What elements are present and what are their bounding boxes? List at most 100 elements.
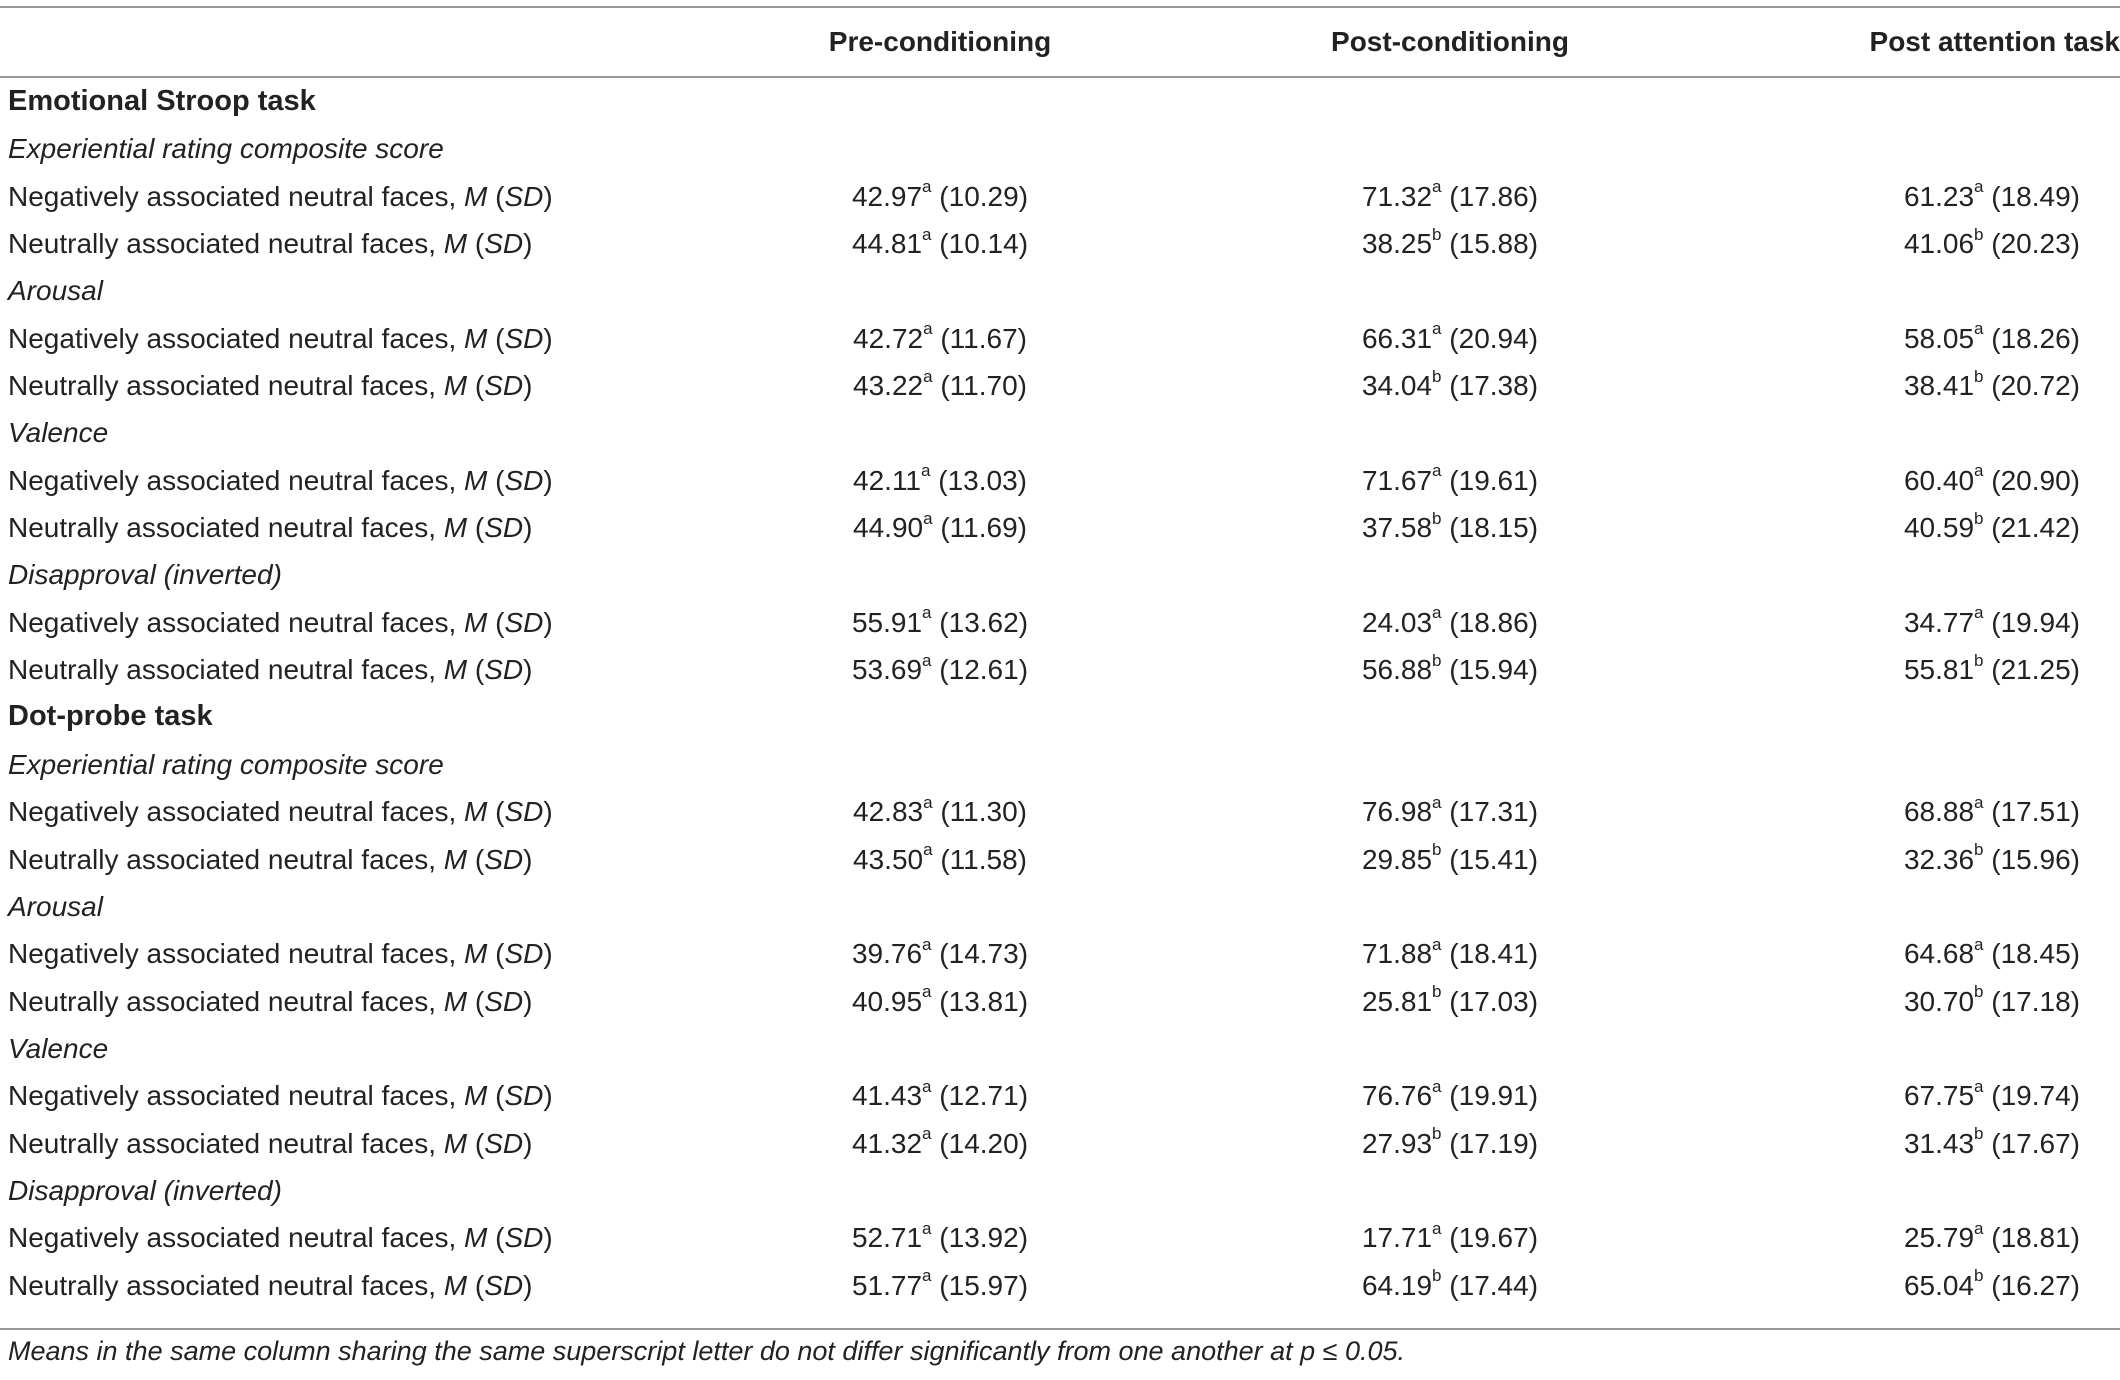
mean-symbol: M <box>464 464 488 496</box>
superscript-letter: a <box>1432 934 1442 954</box>
superscript-letter: a <box>1974 792 1984 812</box>
mean-value: 25.81 <box>1361 985 1433 1017</box>
group-title: Valence <box>8 1032 109 1064</box>
superscript-letter: a <box>923 792 933 812</box>
superscript-letter: a <box>1974 461 1984 481</box>
mean-value: 42.97 <box>851 180 923 212</box>
superscript-letter: a <box>1974 177 1984 197</box>
value-cell: 24.03a (18.86) <box>1160 599 1740 646</box>
superscript-letter: a <box>922 1218 932 1238</box>
sd-symbol: SD <box>484 654 524 686</box>
value-cell: 71.32a (17.86) <box>1160 173 1740 220</box>
mean-symbol: M <box>443 654 468 686</box>
superscript-letter: b <box>1432 1266 1442 1286</box>
sd-value: (15.96) <box>1991 843 2080 875</box>
mean-value: 37.58 <box>1361 512 1433 544</box>
group-title: Arousal <box>8 275 103 307</box>
sd-value: (19.67) <box>1449 1222 1539 1254</box>
sd-value: (11.67) <box>940 322 1027 354</box>
sd-symbol: SD <box>484 228 524 260</box>
mean-value: 58.05 <box>1903 322 1975 354</box>
table-row: Neutrally associated neutral faces, M (S… <box>0 836 2120 883</box>
paren-open: ( <box>467 370 485 402</box>
sd-symbol: SD <box>504 796 544 828</box>
mean-value: 40.59 <box>1903 512 1975 544</box>
mean-value: 34.04 <box>1361 370 1433 402</box>
mean-symbol: M <box>464 322 488 354</box>
sd-value: (17.18) <box>1991 985 2080 1017</box>
paren-close: ) <box>523 985 533 1017</box>
sd-value: (15.97) <box>939 1269 1029 1301</box>
value-cell: 43.22a (11.70) <box>720 362 1160 409</box>
sd-value: (15.88) <box>1449 228 1539 260</box>
row-label: Negatively associated neutral faces, M (… <box>0 788 720 835</box>
superscript-letter: a <box>1432 177 1442 197</box>
sd-value: (20.23) <box>1991 228 2080 260</box>
mean-value: 41.43 <box>851 1080 923 1112</box>
superscript-letter: b <box>1974 366 1984 386</box>
superscript-letter: a <box>1432 792 1442 812</box>
mean-value: 61.23 <box>1903 180 1975 212</box>
sd-value: (19.91) <box>1449 1080 1539 1112</box>
section-row: Dot-probe task <box>0 693 2120 740</box>
sd-symbol: SD <box>504 322 544 354</box>
group-row: Experiential rating composite score <box>0 741 2120 788</box>
paren-open: ( <box>467 654 485 686</box>
row-label: Neutrally associated neutral faces, M (S… <box>0 836 720 883</box>
mean-symbol: M <box>464 180 488 212</box>
mean-value: 41.32 <box>851 1127 923 1159</box>
sd-value: (18.81) <box>1991 1222 2080 1254</box>
mean-value: 71.67 <box>1361 464 1433 496</box>
mean-value: 55.91 <box>851 606 923 638</box>
value-cell: 41.32a (14.20) <box>720 1120 1160 1167</box>
superscript-letter: a <box>1432 1076 1442 1096</box>
mean-symbol: M <box>443 1269 468 1301</box>
mean-value: 51.77 <box>851 1269 923 1301</box>
mean-value: 24.03 <box>1361 606 1433 638</box>
sd-symbol: SD <box>484 512 524 544</box>
mean-symbol: M <box>443 843 468 875</box>
sd-value: (11.30) <box>940 796 1027 828</box>
mean-value: 76.98 <box>1361 796 1433 828</box>
paren-close: ) <box>523 228 533 260</box>
paren-close: ) <box>523 1269 533 1301</box>
mean-symbol: M <box>464 1222 488 1254</box>
sd-value: (15.41) <box>1449 843 1539 875</box>
bottom-rule <box>0 1328 2120 1330</box>
value-cell: 25.79a (18.81) <box>1740 1214 2120 1261</box>
paren-close: ) <box>543 322 553 354</box>
mean-value: 60.40 <box>1903 464 1975 496</box>
sd-value: (17.31) <box>1449 796 1539 828</box>
mean-symbol: M <box>443 370 468 402</box>
row-label-text: Negatively associated neutral faces, <box>8 464 465 496</box>
superscript-letter: a <box>922 1124 932 1144</box>
value-cell: 61.23a (18.49) <box>1740 173 2120 220</box>
table-row: Neutrally associated neutral faces, M (S… <box>0 1120 2120 1167</box>
mean-value: 43.22 <box>853 370 924 402</box>
row-label-text: Negatively associated neutral faces, <box>8 938 465 970</box>
mean-symbol: M <box>443 512 468 544</box>
value-cell: 66.31a (20.94) <box>1160 315 1740 362</box>
header-post-attention-task: Post attention task <box>1869 26 2120 57</box>
superscript-letter: a <box>923 319 933 339</box>
row-label: Negatively associated neutral faces, M (… <box>0 930 720 977</box>
mean-value: 65.04 <box>1903 1269 1975 1301</box>
sd-symbol: SD <box>504 464 544 496</box>
paren-open: ( <box>467 228 485 260</box>
mean-value: 68.88 <box>1903 796 1975 828</box>
header-rule <box>0 76 2120 78</box>
superscript-letter: b <box>1974 650 1984 670</box>
group-title: Experiential rating composite score <box>8 133 444 165</box>
mean-value: 52.71 <box>851 1222 923 1254</box>
sd-value: (18.41) <box>1449 938 1539 970</box>
superscript-letter: a <box>1974 934 1984 954</box>
sd-value: (17.67) <box>1991 1127 2080 1159</box>
table-row: Neutrally associated neutral faces, M (S… <box>0 504 2120 551</box>
paren-open: ( <box>487 322 505 354</box>
value-cell: 40.59b (21.42) <box>1740 504 2120 551</box>
sd-value: (15.94) <box>1449 654 1539 686</box>
superscript-letter: b <box>1432 1124 1442 1144</box>
value-cell: 38.41b (20.72) <box>1740 362 2120 409</box>
value-cell: 42.83a (11.30) <box>720 788 1160 835</box>
superscript-letter: b <box>1432 650 1442 670</box>
